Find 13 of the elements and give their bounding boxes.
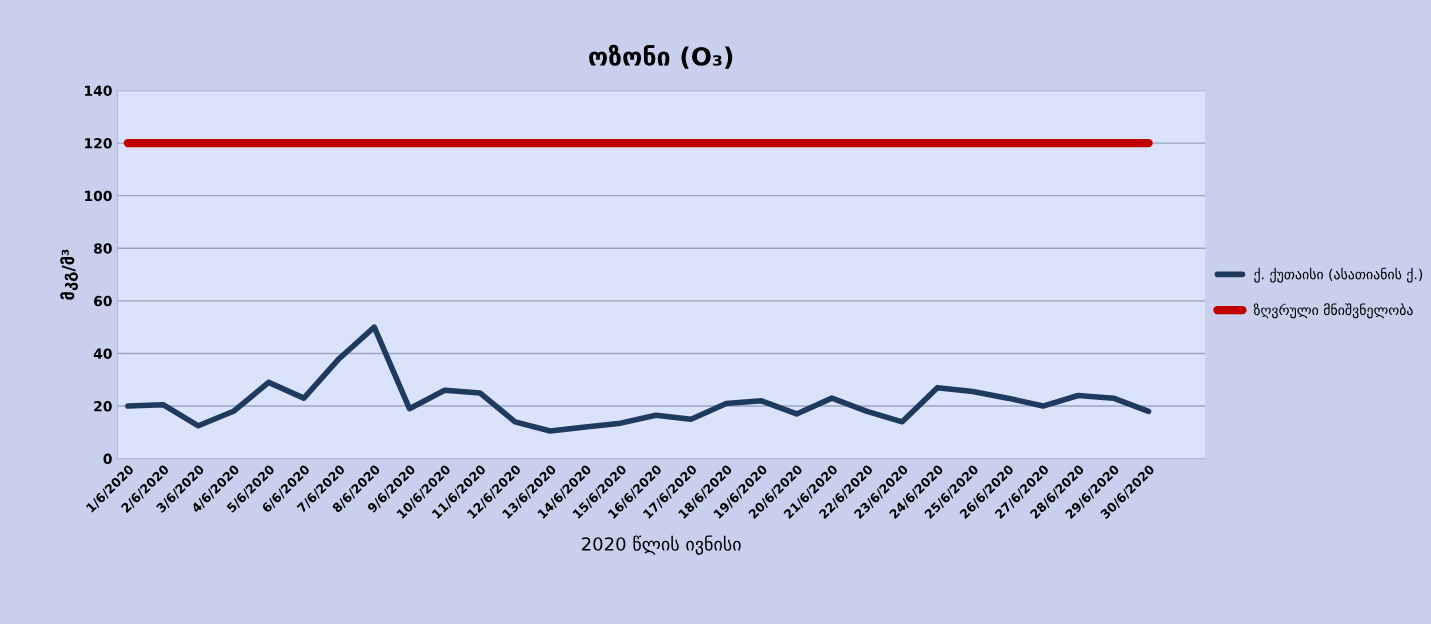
- legend-label: ზღვრული მნიშვნელობა: [1253, 303, 1413, 319]
- y-tick-label: 80: [94, 243, 112, 254]
- y-tick-label: 60: [94, 295, 112, 307]
- x-axis-title: 2020 წლის ივნისი: [581, 535, 741, 555]
- legend-label: ქ. ქუთაისი (ასათიანის ქ.): [1254, 267, 1423, 283]
- y-tick-label: 120: [85, 138, 112, 149]
- y-tick-label: 140: [85, 85, 112, 96]
- y-axis-title: მკგ/მ³: [60, 249, 78, 300]
- y-tick-label: 40: [93, 348, 112, 359]
- y-tick-label: 0: [103, 453, 112, 465]
- y-tick-label: 100: [85, 190, 112, 202]
- chart-title: ოზონი (O₃): [589, 44, 733, 69]
- y-tick-label: 20: [94, 401, 112, 412]
